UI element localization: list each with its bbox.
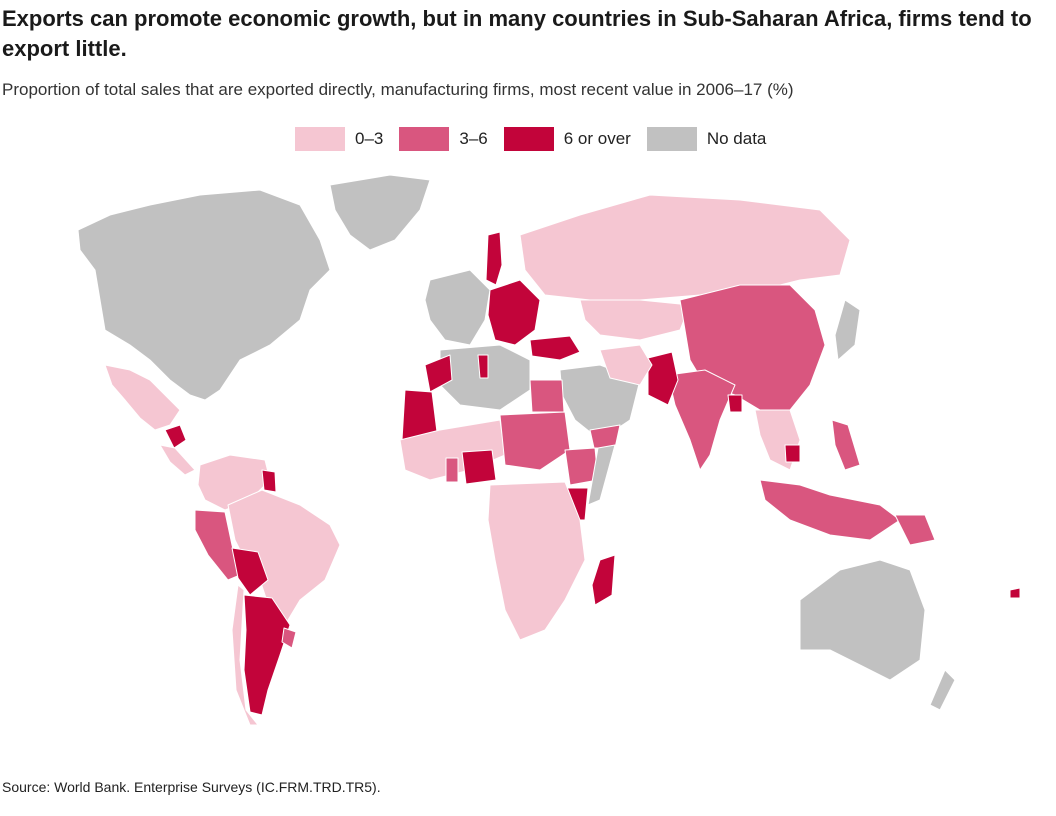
region-australia xyxy=(799,559,926,681)
legend-item-3-6: 3–6 xyxy=(399,127,488,151)
region-nigeria xyxy=(461,449,497,485)
region-ghana xyxy=(445,457,459,483)
region-central-america xyxy=(159,444,196,476)
region-iran xyxy=(599,344,653,386)
region-sweden xyxy=(485,231,503,286)
chart-subtitle: Proportion of total sales that are expor… xyxy=(2,80,794,99)
region-indonesia-malaysia xyxy=(759,479,901,541)
region-bangladesh xyxy=(727,394,743,413)
region-india xyxy=(667,369,736,471)
region-mexico xyxy=(104,364,181,431)
region-yemen xyxy=(589,424,621,449)
region-north-america xyxy=(77,189,331,401)
region-honduras xyxy=(164,424,187,449)
region-guyana xyxy=(261,469,277,493)
region-png xyxy=(894,514,936,546)
region-peru xyxy=(194,509,241,581)
chart-title: Exports can promote economic growth, but… xyxy=(2,6,1032,61)
region-bolivia xyxy=(231,547,269,596)
region-madagascar xyxy=(591,554,616,606)
region-somalia xyxy=(587,444,616,506)
region-central-asia xyxy=(579,299,691,341)
region-chile xyxy=(231,584,259,726)
legend-label-no-data: No data xyxy=(706,129,767,148)
legend-item-6-or-over: 6 or over xyxy=(503,127,631,151)
legend-swatch-3-6 xyxy=(399,127,450,151)
region-argentina xyxy=(243,594,291,716)
legend-label-0-3: 0–3 xyxy=(355,129,384,148)
region-tunisia xyxy=(477,354,489,379)
legend-item-0-3: 0–3 xyxy=(295,127,383,151)
legend-swatch-0-3 xyxy=(295,127,345,151)
region-russia xyxy=(519,194,851,301)
region-central-southern-africa xyxy=(487,481,586,641)
region-new-zealand xyxy=(929,669,956,711)
region-greenland xyxy=(329,174,431,251)
region-philippines xyxy=(831,419,861,471)
region-eastern-europe xyxy=(487,279,541,346)
world-map xyxy=(77,174,1021,726)
legend-label-6-or-over: 6 or over xyxy=(563,129,631,148)
legend-swatch-no-data xyxy=(646,127,697,151)
region-uruguay xyxy=(281,627,297,649)
region-fiji xyxy=(1009,587,1021,599)
legend-swatch-6-or-over xyxy=(503,127,554,151)
source-note: Source: World Bank. Enterprise Surveys (… xyxy=(2,779,381,795)
region-morocco xyxy=(424,354,453,393)
region-egypt xyxy=(529,379,565,413)
region-pakistan xyxy=(647,351,679,406)
region-western-europe xyxy=(424,269,491,346)
region-cambodia xyxy=(784,444,801,463)
region-japan xyxy=(834,299,861,361)
legend-item-no-data: No data xyxy=(646,127,767,151)
legend-label-3-6: 3–6 xyxy=(459,129,488,148)
legend: 0–3 3–6 6 or over No data xyxy=(295,127,782,151)
region-sudan-chad xyxy=(499,411,571,471)
region-turkey xyxy=(529,335,581,361)
